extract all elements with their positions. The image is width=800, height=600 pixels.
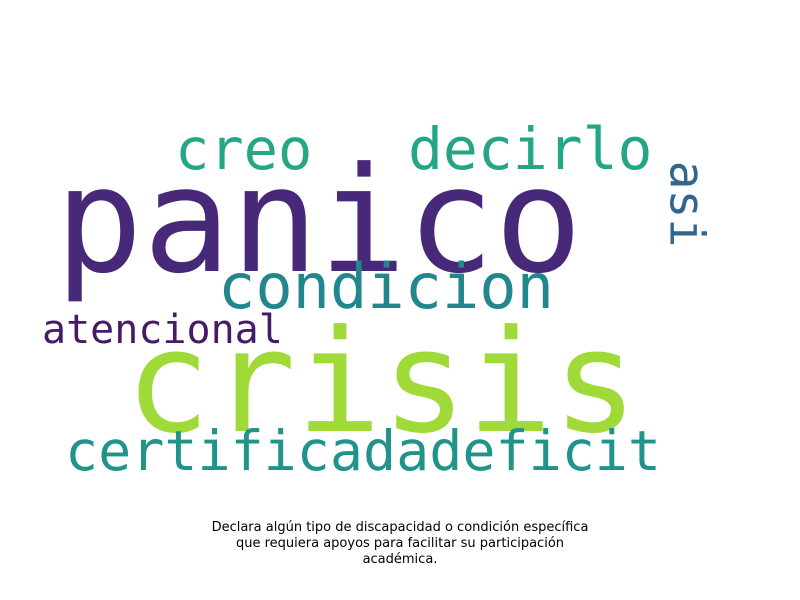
word-crisis: crisis — [125, 300, 638, 465]
word-certificadadeficit: certificadadeficit — [65, 419, 662, 483]
word-condicion: condicion — [218, 250, 554, 323]
caption-line-3: académica. — [362, 552, 438, 567]
caption-line-2: que requiera apoyos para facilitar su pa… — [235, 536, 565, 551]
word-creo: creo — [175, 117, 313, 183]
caption: Declara algún tipo de discapacidad o con… — [150, 520, 650, 568]
word-atencional: atencional — [42, 307, 283, 353]
caption-line-1: Declara algún tipo de discapacidad o con… — [211, 520, 589, 535]
word-panico: panico — [55, 136, 583, 306]
word-asi: asi — [658, 160, 715, 248]
word-decirlo: decirlo — [408, 115, 653, 183]
